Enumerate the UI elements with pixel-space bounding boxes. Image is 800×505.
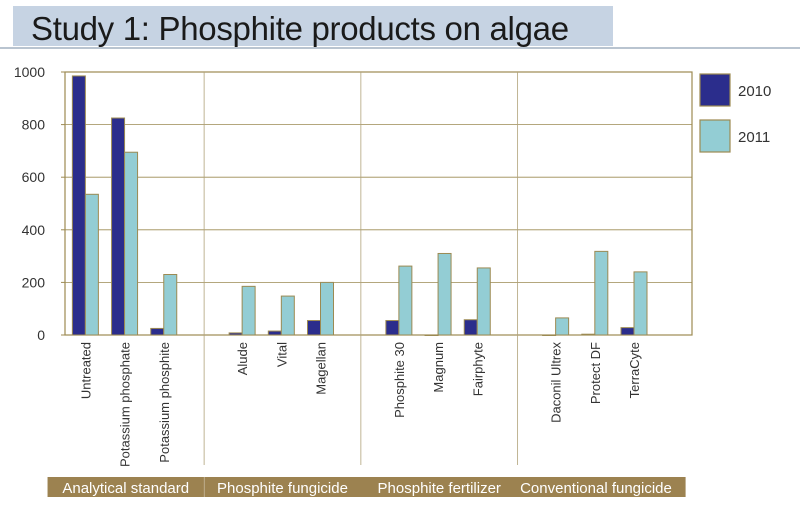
bar-2011-potassium-phosphate [124, 151, 139, 336]
x-tick-label: Vital [274, 342, 289, 367]
bar-2010-terracyte [620, 327, 635, 336]
bar-2010-fairphyte [463, 319, 478, 336]
bar-2011-fairphyte [476, 267, 491, 336]
y-tick-label: 600 [22, 169, 46, 185]
y-tick-label: 1000 [14, 64, 45, 80]
bar-2010-magnum [424, 334, 439, 336]
bar-2011-daconil-ultrex [555, 317, 570, 336]
x-tick-label: Untreated [78, 342, 93, 399]
bar-2011-protect-df [594, 250, 609, 336]
bar-2011-phosphite-30 [398, 265, 413, 336]
bar-2010-daconil-ultrex [542, 334, 557, 336]
x-tick-label: Protect DF [588, 342, 603, 404]
x-tick-label: Magnum [431, 342, 446, 393]
legend-label-2011: 2011 [738, 129, 770, 146]
group-label: Phosphite fertilizer [378, 480, 501, 497]
bar-2010-potassium-phosphite [150, 327, 165, 336]
group-label-box [506, 477, 686, 497]
bar-2010-potassium-phosphate [111, 117, 126, 336]
bar-2010-alude [228, 332, 243, 336]
x-tick-label: TerraCyte [627, 342, 642, 398]
group-label: Phosphite fungicide [217, 480, 348, 497]
bar-2010-magellan [307, 320, 322, 336]
bar-2010-protect-df [581, 333, 596, 336]
group-label: Conventional fungicide [520, 480, 672, 497]
x-tick-label: Daconil Ultrex [549, 342, 564, 423]
x-tick-label: Potassium phosphate [118, 342, 133, 467]
title-bar: Study 1: Phosphite products on algae [13, 6, 613, 47]
page-title: Study 1: Phosphite products on algae [31, 10, 569, 47]
bar-2011-alude [241, 285, 256, 336]
bar-2010-untreated [71, 75, 86, 336]
group-label-box [204, 477, 361, 497]
x-tick-label: Potassium phosphite [157, 342, 172, 463]
y-tick-label: 200 [22, 274, 46, 290]
bar-2010-vital [267, 330, 282, 336]
x-tick-label: Alude [235, 342, 250, 375]
y-tick-label: 800 [22, 117, 46, 133]
bar-2010-phosphite-30 [385, 320, 400, 336]
x-tick-label: Magellan [314, 342, 329, 395]
bar-2011-magnum [437, 252, 452, 336]
group-label-box [357, 477, 522, 497]
bar-2011-terracyte [633, 271, 648, 336]
legend-swatch-2010 [699, 73, 731, 107]
y-tick-label: 0 [37, 327, 45, 343]
group-label-box [47, 477, 204, 497]
y-tick-label: 400 [22, 222, 46, 238]
bar-2011-vital [280, 295, 295, 336]
x-tick-label: Fairphyte [470, 342, 485, 396]
legend-swatch-2011 [699, 119, 731, 153]
title-divider [0, 47, 800, 49]
bar-2011-potassium-phosphite [163, 274, 178, 336]
legend-label-2010: 2010 [738, 83, 771, 100]
bar-2011-untreated [84, 193, 99, 336]
x-tick-label: Phosphite 30 [392, 342, 407, 418]
bar-2011-magellan [320, 281, 335, 336]
group-label: Analytical standard [62, 480, 189, 497]
